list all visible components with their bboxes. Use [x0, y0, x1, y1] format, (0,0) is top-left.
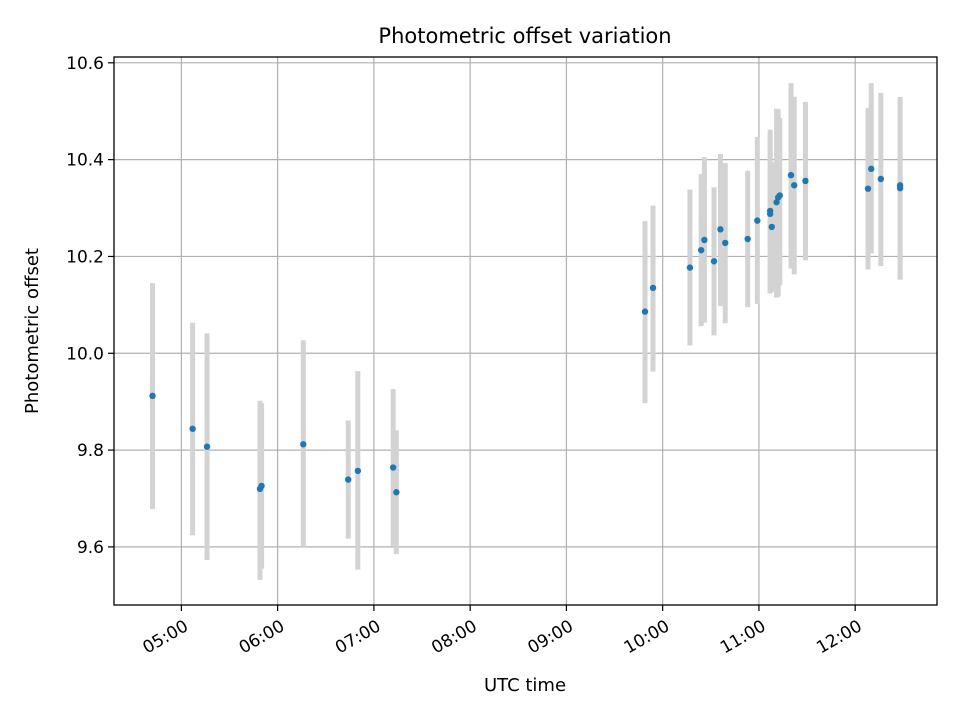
data-point — [701, 236, 708, 244]
data-point — [802, 177, 809, 185]
data-point — [773, 199, 780, 206]
data-point — [710, 258, 718, 265]
data-point — [389, 464, 397, 471]
data-point — [258, 482, 265, 490]
data-point — [393, 489, 400, 496]
y-tick-label: 9.8 — [77, 441, 104, 461]
y-tick-label: 10.6 — [66, 54, 104, 74]
data-point — [203, 443, 211, 450]
data-point — [717, 226, 724, 233]
data-point — [768, 223, 775, 231]
y-axis-label: Photometric offset — [22, 248, 43, 414]
data-point — [300, 441, 307, 448]
data-point — [697, 246, 705, 254]
chart-title: Photometric offset variation — [378, 24, 671, 48]
data-point — [649, 284, 657, 292]
x-axis-label: UTC time — [484, 675, 566, 696]
plot-frame — [113, 56, 938, 606]
data-point — [766, 210, 774, 218]
data-point — [896, 184, 904, 192]
data-point — [787, 171, 795, 179]
y-tick-label: 10.2 — [66, 247, 104, 267]
data-point — [877, 175, 885, 183]
data-point — [722, 239, 729, 247]
data-point — [744, 235, 751, 243]
y-tick-label: 9.6 — [77, 538, 104, 558]
y-tick-label: 10.4 — [66, 151, 104, 171]
data-point — [686, 264, 694, 271]
data-points — [149, 165, 904, 496]
data-point — [149, 392, 156, 400]
data-point — [864, 185, 872, 192]
data-point — [776, 192, 783, 199]
grid — [114, 57, 937, 605]
data-point — [754, 217, 761, 224]
data-point — [345, 476, 352, 483]
data-point — [791, 182, 798, 189]
data-point — [189, 425, 196, 432]
y-tick-label: 10.0 — [66, 344, 104, 364]
data-point — [868, 165, 875, 173]
data-point — [641, 308, 649, 315]
data-point — [354, 467, 362, 475]
